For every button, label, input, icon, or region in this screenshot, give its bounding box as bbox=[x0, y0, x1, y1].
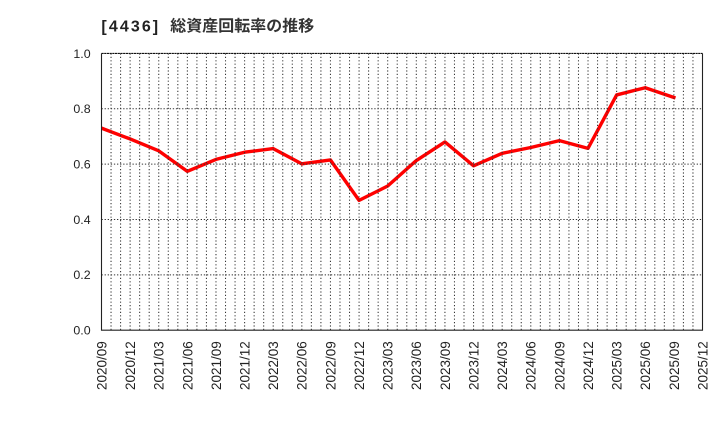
svg-text:0.2: 0.2 bbox=[73, 268, 90, 282]
svg-text:2022/12: 2022/12 bbox=[352, 341, 367, 390]
svg-text:2023/03: 2023/03 bbox=[381, 341, 396, 390]
svg-text:0.4: 0.4 bbox=[73, 213, 90, 227]
svg-text:2020/12: 2020/12 bbox=[123, 341, 138, 390]
svg-text:2021/06: 2021/06 bbox=[180, 341, 195, 390]
svg-text:2023/09: 2023/09 bbox=[438, 341, 453, 390]
svg-text:2022/06: 2022/06 bbox=[295, 341, 310, 390]
svg-text:2020/09: 2020/09 bbox=[94, 341, 109, 390]
svg-text:2024/12: 2024/12 bbox=[581, 341, 596, 390]
svg-text:2021/12: 2021/12 bbox=[238, 341, 253, 390]
svg-text:2022/03: 2022/03 bbox=[266, 341, 281, 390]
svg-text:2025/12: 2025/12 bbox=[695, 341, 710, 390]
svg-text:[4436]: [4436] bbox=[101, 18, 160, 35]
svg-text:2025/03: 2025/03 bbox=[610, 341, 625, 390]
svg-text:2024/06: 2024/06 bbox=[524, 341, 539, 390]
svg-text:1.0: 1.0 bbox=[73, 47, 90, 61]
svg-text:0.8: 0.8 bbox=[73, 102, 90, 116]
svg-text:2025/09: 2025/09 bbox=[667, 341, 682, 390]
svg-text:2023/12: 2023/12 bbox=[466, 341, 481, 390]
svg-text:0.0: 0.0 bbox=[73, 324, 90, 338]
svg-text:2021/09: 2021/09 bbox=[209, 341, 224, 390]
svg-text:2023/06: 2023/06 bbox=[409, 341, 424, 390]
svg-text:2021/03: 2021/03 bbox=[152, 341, 167, 390]
svg-text:2022/09: 2022/09 bbox=[323, 341, 338, 390]
svg-text:2024/03: 2024/03 bbox=[495, 341, 510, 390]
svg-text:2025/06: 2025/06 bbox=[638, 341, 653, 390]
svg-text:0.6: 0.6 bbox=[73, 157, 90, 171]
svg-text:2024/09: 2024/09 bbox=[552, 341, 567, 390]
